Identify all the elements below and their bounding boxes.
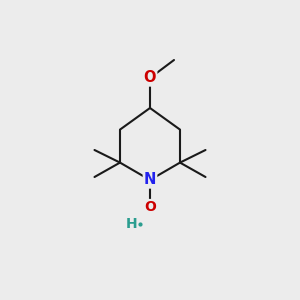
Text: O: O <box>144 200 156 214</box>
Text: H: H <box>126 217 138 230</box>
Text: O: O <box>144 70 156 86</box>
Text: N: N <box>144 172 156 188</box>
